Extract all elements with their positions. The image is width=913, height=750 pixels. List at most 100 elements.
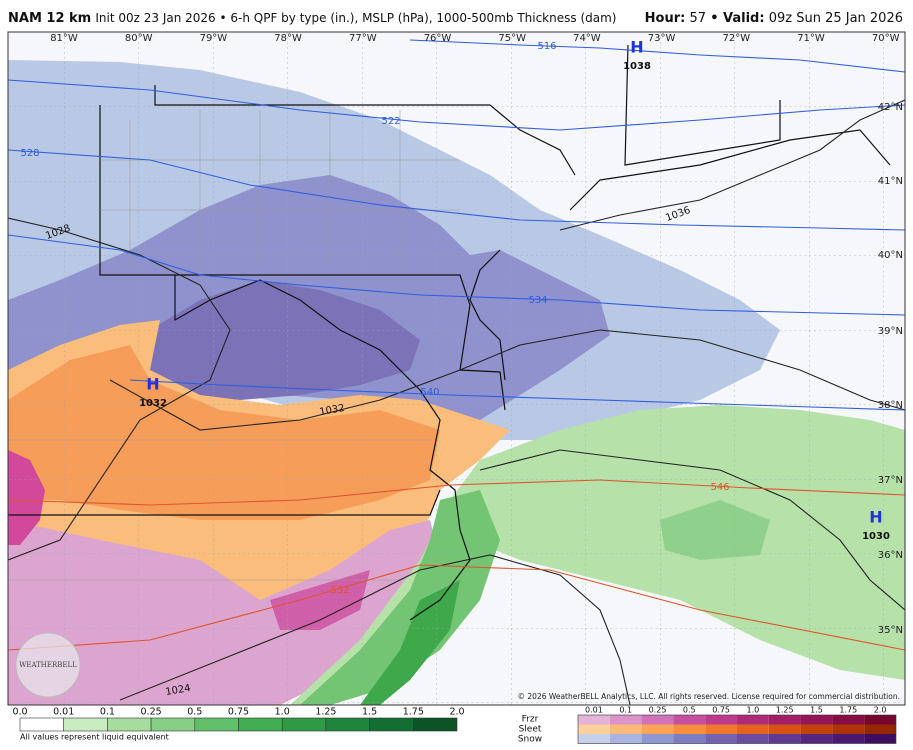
thickness-label: 534	[528, 295, 547, 306]
mixed-swatch	[737, 715, 769, 725]
longitude-label: 78°W	[274, 33, 302, 44]
copyright: © 2026 WeatherBELL Analytics, LLC. All r…	[518, 692, 900, 701]
mixed-tick-label: 0.01	[585, 706, 603, 715]
longitude-label: 76°W	[424, 33, 452, 44]
latitude-label: 35°N	[878, 625, 903, 636]
logo: WEATHERBELL	[19, 661, 77, 669]
mixed-frame	[577, 714, 897, 744]
rain-swatch	[238, 717, 283, 732]
mixed-swatch	[641, 715, 674, 725]
run-description: Init 00z 23 Jan 2026 • 6-h QPF by type (…	[95, 11, 616, 25]
mixed-swatch	[800, 724, 833, 734]
mixed-swatch	[832, 734, 865, 744]
precip-type-label: Snow	[518, 735, 542, 745]
valid-time: Hour: 57 • Valid: 09z Sun 25 Jan 2026	[645, 11, 903, 26]
mixed-swatch	[737, 724, 769, 734]
map-frame	[7, 31, 906, 706]
high-pressure: 1032	[139, 398, 167, 409]
mixed-tick-label: 0.25	[649, 706, 667, 715]
high-pressure: 1030	[862, 531, 890, 542]
mixed-swatch	[737, 734, 769, 744]
mixed-tick-label: 1.0	[747, 706, 760, 715]
mixed-swatch	[578, 734, 610, 744]
latitude-label: 37°N	[878, 475, 903, 486]
map-labels: H1038H1032H10301028103210361024516522528…	[20, 38, 889, 699]
thickness-label: 522	[381, 116, 400, 127]
rain-tick-label: 1.25	[315, 707, 336, 718]
rain-swatch	[325, 717, 370, 732]
thickness-label: 528	[20, 148, 39, 159]
rain-swatch	[412, 717, 458, 732]
rain-tick-label: 1.5	[362, 707, 377, 718]
mixed-swatch	[641, 734, 674, 744]
mixed-swatch	[578, 715, 610, 725]
high-pressure: 1038	[623, 61, 651, 72]
rain-swatch	[281, 717, 327, 732]
rain-swatch	[369, 717, 414, 732]
high-symbol: H	[146, 375, 159, 394]
longitude-label: 79°W	[200, 33, 228, 44]
rain-swatch	[194, 717, 239, 732]
rain-swatch	[107, 717, 152, 732]
longitude-label: 80°W	[125, 33, 153, 44]
latitude-label: 42°N	[878, 102, 903, 113]
mixed-swatch	[705, 715, 737, 725]
longitude-label: 73°W	[648, 33, 676, 44]
longitude-label: 71°W	[797, 33, 825, 44]
county-lines	[8, 110, 460, 581]
rain-tick-label: 1.75	[403, 707, 424, 718]
mixed-swatch	[609, 734, 642, 744]
boundaries	[8, 44, 891, 621]
latitude-label: 39°N	[878, 326, 903, 337]
rain-tick-label: 0.5	[187, 707, 202, 718]
isobar-label: 1032	[319, 403, 346, 418]
rain-scale-note: All values represent liquid equivalent	[20, 733, 169, 742]
mixed-tick-label: 0.5	[683, 706, 696, 715]
isobar-label: 1024	[165, 683, 192, 698]
mixed-tick-label: 2.0	[874, 706, 887, 715]
mixed-swatch	[864, 734, 896, 744]
graticule	[8, 32, 905, 705]
mixed-swatch	[768, 724, 801, 734]
mixed-tick-label: 1.75	[839, 706, 857, 715]
thickness-lines	[8, 39, 905, 651]
thickness-label: 516	[537, 41, 556, 52]
precip-type-label: Sleet	[519, 725, 542, 735]
mixed-swatch	[800, 715, 833, 725]
mixed-swatch	[705, 724, 737, 734]
longitude-label: 74°W	[573, 33, 601, 44]
mixed-swatch	[641, 724, 674, 734]
longitude-label: 70°W	[872, 33, 900, 44]
rain-tick-label: 0.25	[141, 707, 162, 718]
mixed-tick-label: 0.75	[712, 706, 730, 715]
latitude-label: 36°N	[878, 550, 903, 561]
valid-label: • Valid:	[710, 11, 764, 26]
longitude-label: 81°W	[50, 33, 78, 44]
mixed-tick-label: 1.5	[810, 706, 823, 715]
mixed-tick-label: 1.25	[776, 706, 794, 715]
mixed-swatch	[609, 724, 642, 734]
mixed-swatch	[800, 734, 833, 744]
model-title: NAM 12 km	[8, 11, 91, 26]
latitude-label: 38°N	[878, 400, 903, 411]
mixed-swatch	[673, 724, 706, 734]
mixed-swatch	[864, 715, 896, 725]
mixed-swatch	[705, 734, 737, 744]
hour-value: 57	[690, 11, 707, 26]
mixed-tick-label: 0.1	[619, 706, 632, 715]
mixed-swatch	[673, 715, 706, 725]
thickness-label: 546	[710, 482, 729, 493]
precip-type-label: Frzr	[522, 715, 539, 725]
mixed-swatch	[578, 724, 610, 734]
thickness-label: 540	[420, 387, 439, 398]
longitude-label: 77°W	[349, 33, 377, 44]
mixed-swatch	[768, 734, 801, 744]
longitude-label: 75°W	[498, 33, 526, 44]
mixed-swatch	[864, 724, 896, 734]
rain-swatch	[150, 717, 196, 732]
valid-value: 09z Sun 25 Jan 2026	[769, 11, 903, 26]
header-line: NAM 12 km Init 00z 23 Jan 2026 • 6-h QPF…	[8, 11, 616, 26]
high-symbol: H	[869, 508, 882, 527]
mixed-swatch	[673, 734, 706, 744]
mixed-swatch	[832, 715, 865, 725]
